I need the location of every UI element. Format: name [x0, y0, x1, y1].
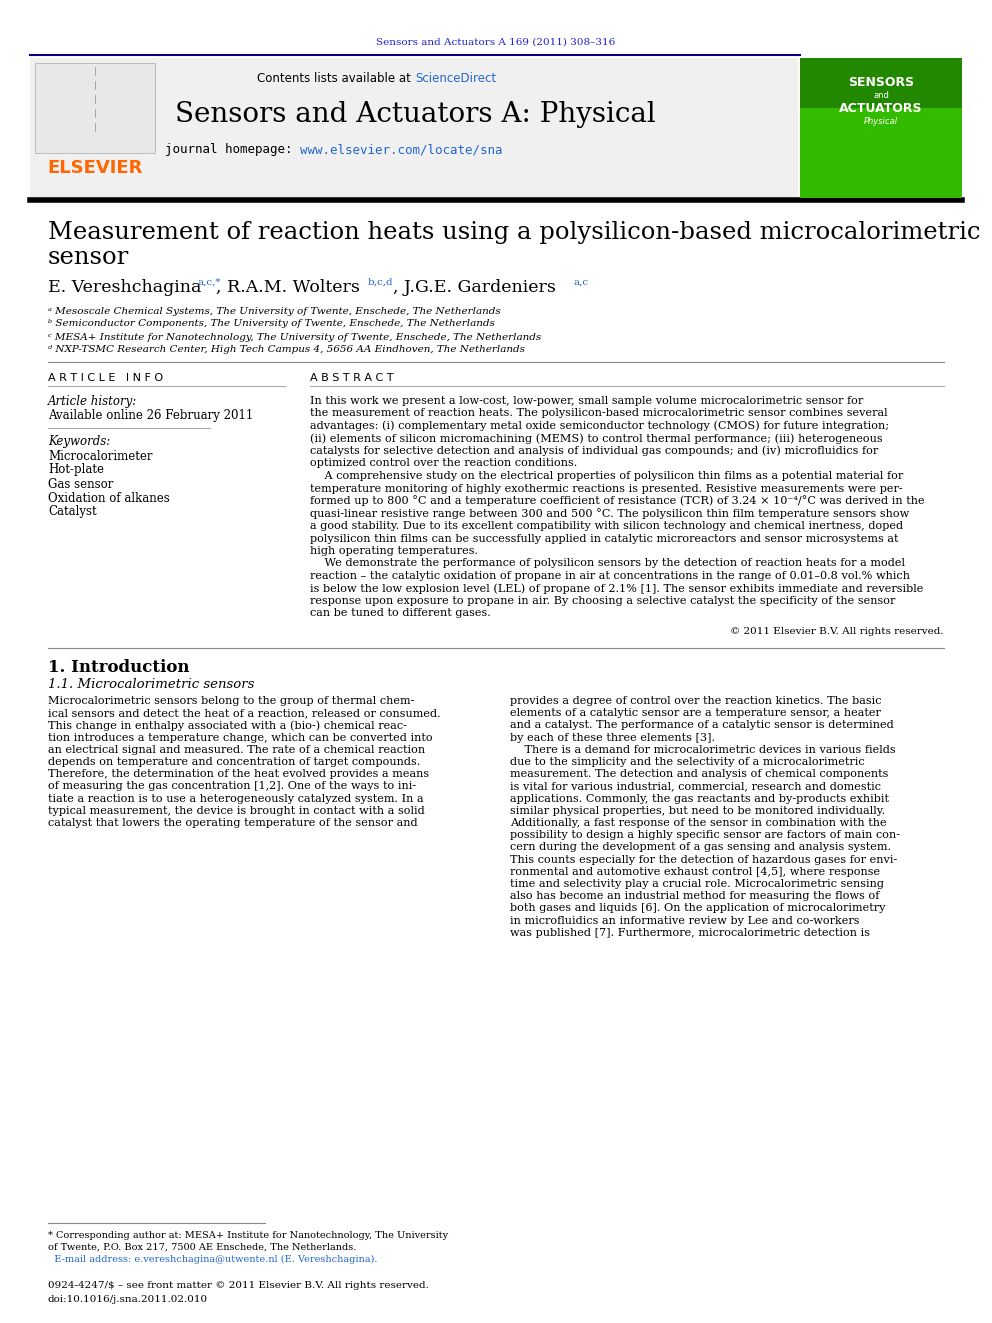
Text: doi:10.1016/j.sna.2011.02.010: doi:10.1016/j.sna.2011.02.010 [48, 1294, 208, 1303]
Text: Keywords:: Keywords: [48, 435, 110, 448]
Text: b,c,d: b,c,d [368, 278, 394, 287]
Text: in microfluidics an informative review by Lee and co-workers: in microfluidics an informative review b… [510, 916, 859, 926]
Text: due to the simplicity and the selectivity of a microcalorimetric: due to the simplicity and the selectivit… [510, 757, 865, 767]
Text: can be tuned to different gases.: can be tuned to different gases. [310, 609, 491, 618]
Text: This change in enthalpy associated with a (bio-) chemical reac-: This change in enthalpy associated with … [48, 720, 407, 730]
Text: quasi-linear resistive range between 300 and 500 °C. The polysilicon thin film t: quasi-linear resistive range between 300… [310, 508, 910, 519]
Text: There is a demand for microcalorimetric devices in various fields: There is a demand for microcalorimetric … [510, 745, 896, 755]
Text: was published [7]. Furthermore, microcalorimetric detection is: was published [7]. Furthermore, microcal… [510, 927, 870, 938]
Text: by each of these three elements [3].: by each of these three elements [3]. [510, 733, 715, 742]
Text: E-mail address: e.vereshchagina@utwente.nl (E. Vereshchagina).: E-mail address: e.vereshchagina@utwente.… [48, 1254, 378, 1263]
Text: tion introduces a temperature change, which can be converted into: tion introduces a temperature change, wh… [48, 733, 433, 742]
Text: journal homepage:: journal homepage: [165, 143, 300, 156]
Text: ᶜ MESA+ Institute for Nanotechnology, The University of Twente, Enschede, The Ne: ᶜ MESA+ Institute for Nanotechnology, Th… [48, 332, 542, 341]
Text: depends on temperature and concentration of target compounds.: depends on temperature and concentration… [48, 757, 421, 767]
Text: www.elsevier.com/locate/sna: www.elsevier.com/locate/sna [300, 143, 503, 156]
Text: high operating temperatures.: high operating temperatures. [310, 546, 478, 556]
Text: applications. Commonly, the gas reactants and by-products exhibit: applications. Commonly, the gas reactant… [510, 794, 889, 803]
Text: SENSORS: SENSORS [848, 75, 914, 89]
Text: also has become an industrial method for measuring the flows of: also has become an industrial method for… [510, 892, 879, 901]
Text: and a catalyst. The performance of a catalytic sensor is determined: and a catalyst. The performance of a cat… [510, 721, 894, 730]
Text: is below the low explosion level (LEL) of propane of 2.1% [1]. The sensor exhibi: is below the low explosion level (LEL) o… [310, 583, 924, 594]
Text: time and selectivity play a crucial role. Microcalorimetric sensing: time and selectivity play a crucial role… [510, 878, 884, 889]
Text: of Twente, P.O. Box 217, 7500 AE Enschede, The Netherlands.: of Twente, P.O. Box 217, 7500 AE Ensched… [48, 1242, 356, 1252]
Text: catalysts for selective detection and analysis of individual gas compounds; and : catalysts for selective detection and an… [310, 446, 878, 456]
Text: provides a degree of control over the reaction kinetics. The basic: provides a degree of control over the re… [510, 696, 882, 706]
Text: Therefore, the determination of the heat evolved provides a means: Therefore, the determination of the heat… [48, 769, 430, 779]
Text: Catalyst: Catalyst [48, 505, 96, 519]
Text: similar physical properties, but need to be monitored individually.: similar physical properties, but need to… [510, 806, 885, 816]
Text: of measuring the gas concentration [1,2]. One of the ways to ini-: of measuring the gas concentration [1,2]… [48, 782, 416, 791]
Text: ELSEVIER: ELSEVIER [48, 159, 143, 177]
Text: optimized control over the reaction conditions.: optimized control over the reaction cond… [310, 459, 577, 468]
Text: is vital for various industrial, commercial, research and domestic: is vital for various industrial, commerc… [510, 782, 881, 791]
Text: Physical: Physical [864, 118, 898, 127]
Text: 0924-4247/$ – see front matter © 2011 Elsevier B.V. All rights reserved.: 0924-4247/$ – see front matter © 2011 El… [48, 1281, 429, 1290]
Bar [30, 58, 798, 198]
Text: In this work we present a low-cost, low-power, small sample volume microcalorime: In this work we present a low-cost, low-… [310, 396, 863, 406]
Text: 1. Introduction: 1. Introduction [48, 659, 189, 676]
Text: 1.1. Microcalorimetric sensors: 1.1. Microcalorimetric sensors [48, 679, 254, 692]
Bar [35, 64, 155, 153]
Text: (ii) elements of silicon micromachining (MEMS) to control thermal performance; (: (ii) elements of silicon micromachining … [310, 433, 883, 443]
Text: Contents lists available at: Contents lists available at [257, 71, 415, 85]
Text: Sensors and Actuators A 169 (2011) 308–316: Sensors and Actuators A 169 (2011) 308–3… [376, 37, 616, 46]
Text: Oxidation of alkanes: Oxidation of alkanes [48, 492, 170, 504]
Text: Microcalorimetric sensors belong to the group of thermal chem-: Microcalorimetric sensors belong to the … [48, 696, 415, 706]
Text: Sensors and Actuators A: Physical: Sensors and Actuators A: Physical [175, 102, 656, 128]
Text: catalyst that lowers the operating temperature of the sensor and: catalyst that lowers the operating tempe… [48, 818, 418, 828]
Text: ronmental and automotive exhaust control [4,5], where response: ronmental and automotive exhaust control… [510, 867, 880, 877]
Text: Hot-plate: Hot-plate [48, 463, 104, 476]
Text: advantages: (i) complementary metal oxide semiconductor technology (CMOS) for fu: advantages: (i) complementary metal oxid… [310, 421, 889, 431]
Text: , J.G.E. Gardeniers: , J.G.E. Gardeniers [393, 279, 556, 295]
Text: © 2011 Elsevier B.V. All rights reserved.: © 2011 Elsevier B.V. All rights reserved… [730, 627, 944, 636]
Text: * Corresponding author at: MESA+ Institute for Nanotechnology, The University: * Corresponding author at: MESA+ Institu… [48, 1230, 448, 1240]
Text: This counts especially for the detection of hazardous gases for envi-: This counts especially for the detection… [510, 855, 897, 865]
Text: an electrical signal and measured. The rate of a chemical reaction: an electrical signal and measured. The r… [48, 745, 426, 755]
Text: We demonstrate the performance of polysilicon sensors by the detection of reacti: We demonstrate the performance of polysi… [310, 558, 905, 569]
Text: tiate a reaction is to use a heterogeneously catalyzed system. In a: tiate a reaction is to use a heterogeneo… [48, 794, 424, 803]
Text: ᵇ Semiconductor Components, The University of Twente, Enschede, The Netherlands: ᵇ Semiconductor Components, The Universi… [48, 319, 495, 328]
Text: Microcalorimeter: Microcalorimeter [48, 450, 153, 463]
Text: sensor: sensor [48, 246, 129, 270]
Text: ᵈ NXP-TSMC Research Center, High Tech Campus 4, 5656 AA Eindhoven, The Netherlan: ᵈ NXP-TSMC Research Center, High Tech Ca… [48, 345, 525, 355]
Text: possibility to design a highly specific sensor are factors of main con-: possibility to design a highly specific … [510, 831, 900, 840]
Text: elements of a catalytic sensor are a temperature sensor, a heater: elements of a catalytic sensor are a tem… [510, 708, 881, 718]
Text: a good stability. Due to its excellent compatibility with silicon technology and: a good stability. Due to its excellent c… [310, 521, 903, 531]
Text: ᵃ Mesoscale Chemical Systems, The University of Twente, Enschede, The Netherland: ᵃ Mesoscale Chemical Systems, The Univer… [48, 307, 501, 315]
Text: ical sensors and detect the heat of a reaction, released or consumed.: ical sensors and detect the heat of a re… [48, 708, 440, 718]
Text: Measurement of reaction heats using a polysilicon-based microcalorimetric: Measurement of reaction heats using a po… [48, 221, 980, 243]
Text: temperature monitoring of highly exothermic reactions is presented. Resistive me: temperature monitoring of highly exother… [310, 483, 903, 493]
Text: A R T I C L E   I N F O: A R T I C L E I N F O [48, 373, 163, 382]
Text: and: and [873, 91, 889, 101]
Bar [800, 58, 962, 108]
Text: response upon exposure to propane in air. By choosing a selective catalyst the s: response upon exposure to propane in air… [310, 595, 896, 606]
Text: Additionally, a fast response of the sensor in combination with the: Additionally, a fast response of the sen… [510, 818, 887, 828]
Text: both gases and liquids [6]. On the application of microcalorimetry: both gases and liquids [6]. On the appli… [510, 904, 886, 913]
Text: a,c: a,c [574, 278, 589, 287]
Text: formed up to 800 °C and a temperature coefficient of resistance (TCR) of 3.24 × : formed up to 800 °C and a temperature co… [310, 496, 925, 507]
Text: ScienceDirect: ScienceDirect [415, 71, 496, 85]
Text: Gas sensor: Gas sensor [48, 478, 113, 491]
Text: a,c,*: a,c,* [197, 278, 220, 287]
Text: Available online 26 February 2011: Available online 26 February 2011 [48, 409, 253, 422]
Text: reaction – the catalytic oxidation of propane in air at concentrations in the ra: reaction – the catalytic oxidation of pr… [310, 572, 910, 581]
Text: the measurement of reaction heats. The polysilicon-based microcalorimetric senso: the measurement of reaction heats. The p… [310, 409, 888, 418]
Bar [800, 58, 962, 198]
Text: Article history:: Article history: [48, 394, 137, 407]
Text: , R.A.M. Wolters: , R.A.M. Wolters [216, 279, 360, 295]
Text: measurement. The detection and analysis of chemical components: measurement. The detection and analysis … [510, 769, 889, 779]
Text: A B S T R A C T: A B S T R A C T [310, 373, 394, 382]
Text: polysilicon thin films can be successfully applied in catalytic microreactors an: polysilicon thin films can be successful… [310, 533, 899, 544]
Text: ACTUATORS: ACTUATORS [839, 102, 923, 115]
Text: cern during the development of a gas sensing and analysis system.: cern during the development of a gas sen… [510, 843, 891, 852]
Text: A comprehensive study on the electrical properties of polysilicon thin films as : A comprehensive study on the electrical … [310, 471, 904, 482]
Text: typical measurement, the device is brought in contact with a solid: typical measurement, the device is broug… [48, 806, 425, 816]
Text: E. Vereshchagina: E. Vereshchagina [48, 279, 201, 295]
